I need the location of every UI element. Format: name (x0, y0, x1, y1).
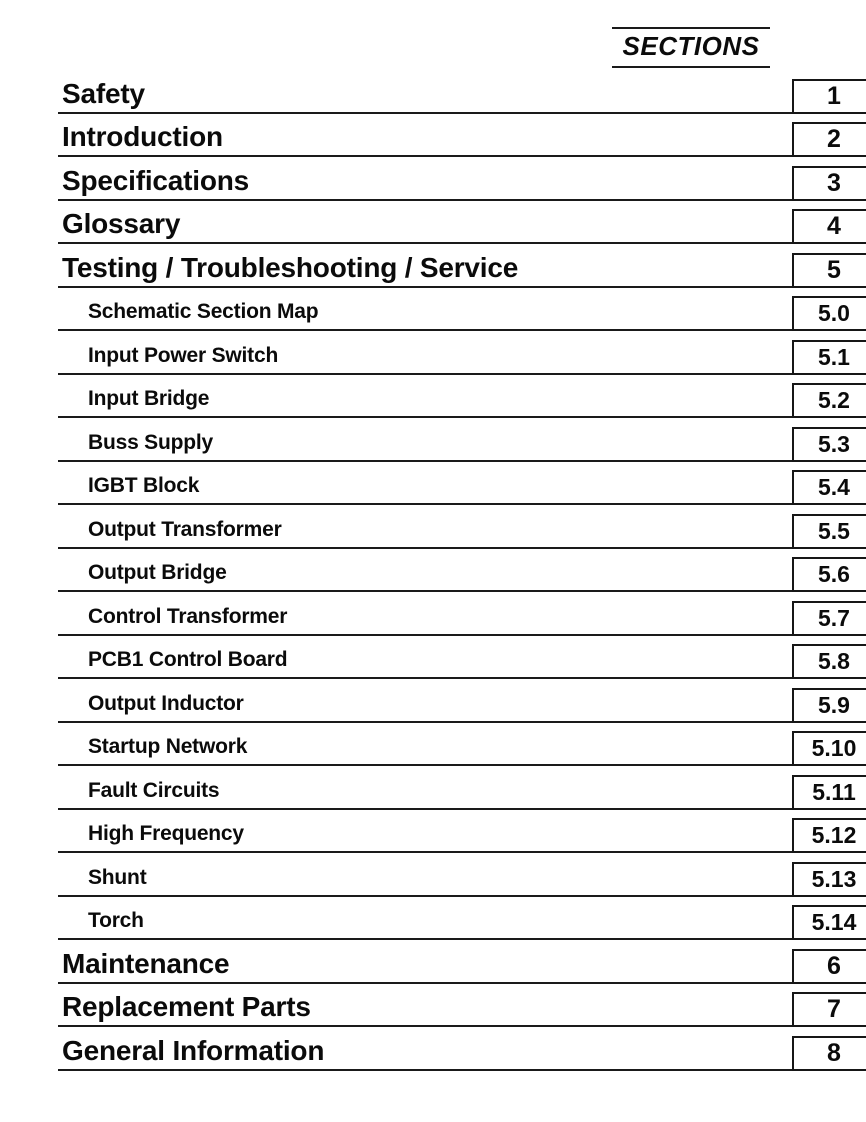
section-number-box: 5.8 (792, 644, 866, 679)
section-number: 4 (827, 212, 841, 240)
toc-row-replacement-parts: Replacement Parts 7 (58, 984, 866, 1027)
toc-row-torch: Torch 5.14 (58, 897, 866, 940)
toc-row-shunt: Shunt 5.13 (58, 853, 866, 897)
section-number-box: 3 (792, 165, 866, 201)
section-number: 5.0 (818, 300, 850, 326)
section-number: 5 (827, 255, 841, 284)
section-number-box: 8 (792, 1035, 866, 1071)
toc-row-maintenance: Maintenance 6 (58, 940, 866, 984)
section-number: 5.14 (811, 909, 857, 935)
section-number-box: 5.6 (792, 557, 866, 592)
section-title: Startup Network (88, 735, 248, 758)
toc-row-testing-troubleshooting-service: Testing / Troubleshooting / Service 5 (58, 244, 866, 288)
toc-row-safety: Safety 1 (58, 70, 866, 114)
sections-header: SECTIONS (612, 27, 770, 68)
section-number: 5.4 (818, 474, 850, 500)
section-title: Shunt (88, 865, 147, 889)
section-title: Glossary (62, 208, 181, 239)
section-number-box: 5.14 (792, 905, 866, 940)
section-title: Output Transformer (88, 517, 282, 541)
section-number: 5.3 (818, 430, 850, 457)
section-number: 6 (827, 951, 841, 980)
section-number: 5.6 (818, 561, 850, 587)
toc-row-control-transformer: Control Transformer 5.7 (58, 592, 866, 636)
section-title: Torch (88, 909, 144, 932)
section-number-box: 5.5 (792, 513, 866, 549)
section-number: 5.10 (811, 735, 857, 761)
toc-row-buss-supply: Buss Supply 5.3 (58, 418, 866, 462)
section-number: 8 (827, 1038, 841, 1067)
section-title: PCB1 Control Board (88, 648, 288, 671)
section-title: Introduction (62, 121, 223, 152)
section-number-box: 5.0 (792, 296, 866, 331)
section-number-box: 5.11 (792, 774, 866, 810)
section-number-box: 5.3 (792, 426, 866, 462)
toc-row-fault-circuits: Fault Circuits 5.11 (58, 766, 866, 810)
toc-row-output-bridge: Output Bridge 5.6 (58, 549, 866, 592)
section-number-box: 5.10 (792, 731, 866, 766)
section-number: 5.12 (811, 822, 857, 848)
section-number: 5.2 (818, 387, 850, 413)
section-title: High Frequency (88, 822, 244, 845)
section-title: Maintenance (62, 947, 230, 979)
section-title: General Information (62, 1034, 325, 1066)
section-number-box: 5.12 (792, 818, 866, 853)
section-title: Schematic Section Map (88, 300, 319, 323)
section-number-box: 5.4 (792, 470, 866, 505)
section-title: Control Transformer (88, 604, 288, 628)
section-number: 2 (827, 125, 841, 153)
section-number-box: 5.7 (792, 600, 866, 636)
toc-row-glossary: Glossary 4 (58, 201, 866, 244)
section-number-box: 5.2 (792, 383, 866, 418)
toc-row-specifications: Specifications 3 (58, 157, 866, 201)
section-number: 7 (827, 995, 841, 1023)
section-title: Input Bridge (88, 387, 210, 410)
toc-row-output-transformer: Output Transformer 5.5 (58, 505, 866, 549)
toc-row-input-power-switch: Input Power Switch 5.1 (58, 331, 866, 375)
section-title: Output Inductor (88, 691, 244, 715)
section-title: Safety (62, 77, 145, 109)
section-title: Testing / Troubleshooting / Service (62, 251, 519, 283)
toc-row-introduction: Introduction 2 (58, 114, 866, 157)
section-number: 5.9 (818, 691, 850, 718)
toc-row-schematic-section-map: Schematic Section Map 5.0 (58, 288, 866, 331)
toc-row-startup-network: Startup Network 5.10 (58, 723, 866, 766)
section-number: 3 (827, 168, 841, 197)
section-number: 5.1 (818, 343, 850, 370)
section-number-box: 6 (792, 948, 866, 984)
section-number: 5.8 (818, 648, 850, 674)
section-number: 5.11 (812, 778, 856, 805)
section-title: Buss Supply (88, 430, 213, 454)
toc-row-pcb1-control-board: PCB1 Control Board 5.8 (58, 636, 866, 679)
toc-row-general-information: General Information 8 (58, 1027, 866, 1071)
section-number-box: 5.9 (792, 687, 866, 723)
section-title: IGBT Block (88, 474, 200, 497)
section-title: Specifications (62, 164, 250, 196)
toc-row-igbt-block: IGBT Block 5.4 (58, 462, 866, 505)
section-number-box: 5.13 (792, 861, 866, 897)
toc-row-high-frequency: High Frequency 5.12 (58, 810, 866, 853)
section-number-box: 5.1 (792, 339, 866, 375)
table-of-contents: Safety 1 Introduction 2 Specifications 3… (58, 70, 866, 1071)
section-number-box: 2 (792, 122, 866, 157)
section-number: 5.7 (818, 604, 850, 631)
section-number-box: 5 (792, 252, 866, 288)
section-number-box: 1 (792, 78, 866, 114)
section-title: Input Power Switch (88, 343, 279, 367)
section-number-box: 4 (792, 209, 866, 244)
sections-header-label: SECTIONS (622, 31, 760, 61)
section-number: 5.5 (818, 517, 850, 544)
toc-row-input-bridge: Input Bridge 5.2 (58, 375, 866, 418)
section-title: Output Bridge (88, 561, 227, 584)
section-number-box: 7 (792, 992, 866, 1027)
section-title: Fault Circuits (88, 778, 220, 802)
section-number: 1 (827, 81, 841, 110)
section-title: Replacement Parts (62, 991, 311, 1022)
toc-row-output-inductor: Output Inductor 5.9 (58, 679, 866, 723)
section-number: 5.13 (811, 865, 857, 892)
